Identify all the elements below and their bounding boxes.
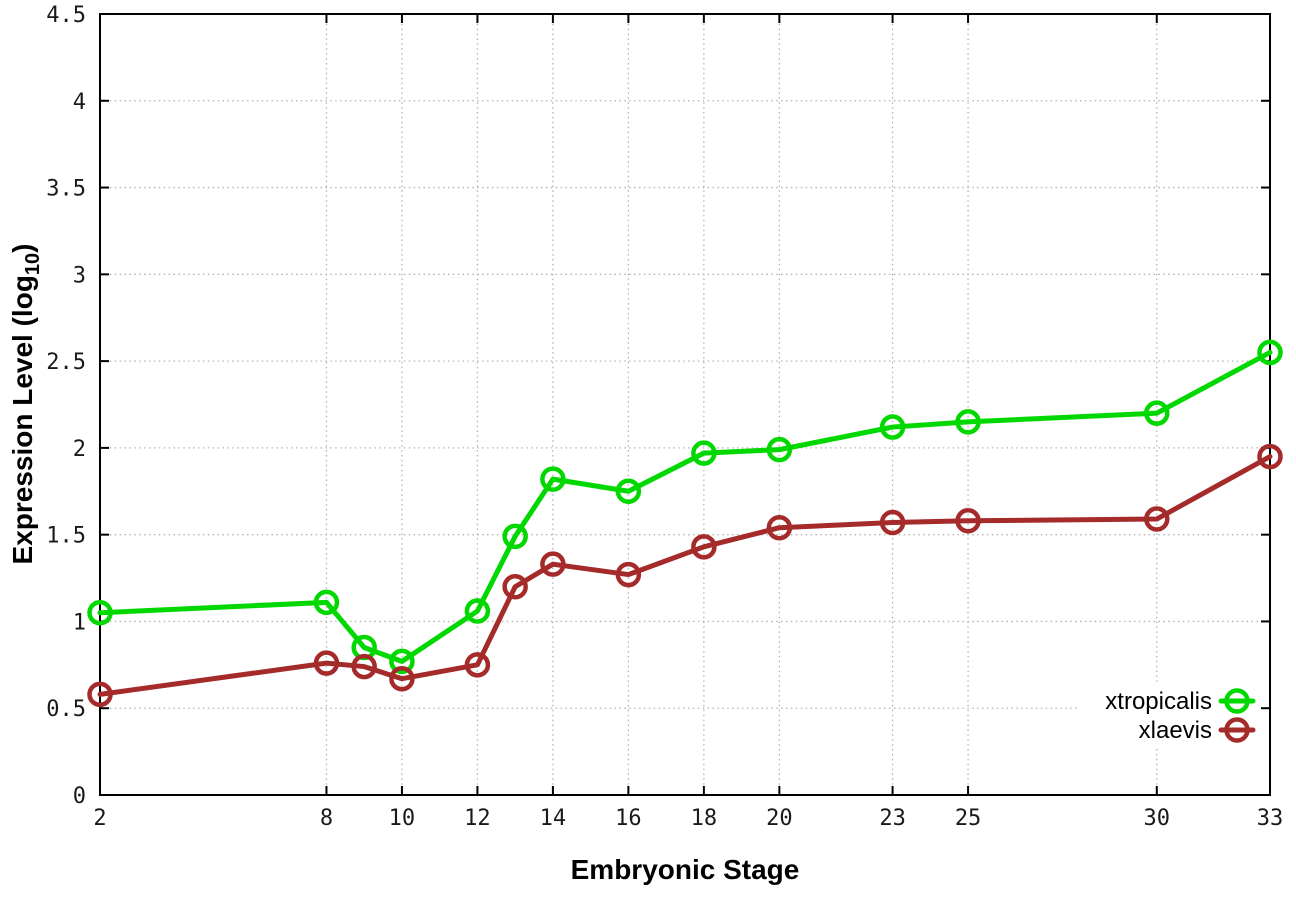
y-tick-label: 0: [73, 784, 86, 809]
data-point-xlaevis: [615, 561, 642, 588]
x-tick-label: 20: [766, 806, 793, 831]
data-point-xlaevis: [766, 514, 793, 541]
y-tick-label: 2: [73, 437, 86, 462]
data-point-xtropicalis: [502, 523, 528, 550]
y-tick-label: 3.5: [46, 177, 86, 202]
y-tick-label: 3: [73, 263, 86, 288]
x-tick-label: 30: [1144, 806, 1171, 831]
chart-canvas: 2 8 10 12 14 16 18 20 23 25 30 33 0 0.5 1 1.5 2 2.5 3 3.5 4 4…: [46, 3, 1283, 831]
data-point-xlaevis: [691, 534, 717, 560]
data-point-xtropicalis: [313, 589, 340, 616]
y-tick-label: 4.5: [46, 3, 86, 28]
legend-marker-xtropicalis: [1224, 688, 1250, 714]
x-tick-label: 16: [615, 806, 642, 831]
data-point-xtropicalis: [879, 414, 906, 440]
grid-lines: [100, 14, 1270, 795]
y-tick-labels: 0 0.5 1 1.5 2 2.5 3 3.5 4 4.5: [46, 3, 86, 809]
y-tick-label: 0.5: [46, 697, 86, 722]
x-tick-label: 2: [93, 806, 106, 831]
data-point-xtropicalis: [1144, 400, 1170, 426]
data-point-xlaevis: [1257, 443, 1283, 470]
data-point-xlaevis: [389, 665, 415, 692]
y-tick-label: 4: [73, 90, 86, 115]
y-tick-label: 1.5: [46, 524, 86, 549]
data-point-xtropicalis: [464, 598, 491, 624]
legend-label-xlaevis: xlaevis: [1139, 717, 1212, 744]
data-point-xlaevis: [1144, 506, 1170, 532]
data-point-xtropicalis: [615, 478, 642, 505]
x-tick-label: 25: [955, 806, 982, 831]
x-tick-label: 18: [691, 806, 718, 831]
legend-marker-xlaevis: [1224, 717, 1250, 743]
data-point-xtropicalis: [389, 648, 415, 675]
y-tick-label: 2.5: [46, 350, 86, 375]
series-xtropicalis: [87, 339, 1283, 675]
data-point-xtropicalis: [540, 466, 566, 492]
x-tick-label: 23: [879, 806, 906, 831]
x-tick-label: 10: [389, 806, 416, 831]
data-point-xlaevis: [87, 681, 113, 708]
data-point-xtropicalis: [87, 600, 113, 626]
data-point-xtropicalis: [1257, 339, 1283, 366]
axis-ticks: [99, 13, 1271, 796]
data-point-xlaevis: [879, 509, 906, 536]
data-point-xtropicalis: [955, 409, 981, 435]
y-tick-label: 1: [73, 610, 86, 635]
data-point-xlaevis: [502, 573, 528, 600]
x-axis-title: Embryonic Stage: [571, 854, 800, 885]
x-tick-labels: 2 8 10 12 14 16 18 20 23 25 30 33: [93, 806, 1283, 831]
x-tick-label: 8: [320, 806, 333, 831]
data-point-xlaevis: [955, 508, 981, 534]
series-xlaevis: [87, 443, 1283, 708]
plot-border: [99, 13, 1271, 796]
data-point-xlaevis: [313, 650, 340, 676]
data-point-xlaevis: [464, 652, 491, 678]
x-tick-label: 33: [1257, 806, 1284, 831]
data-point-xlaevis: [540, 551, 566, 577]
data-point-xtropicalis: [691, 440, 717, 466]
y-axis-title: Expression Level (log10): [7, 244, 44, 565]
x-tick-label: 12: [464, 806, 491, 831]
data-point-xlaevis: [351, 653, 377, 680]
x-tick-label: 14: [540, 806, 567, 831]
data-point-xtropicalis: [766, 436, 793, 463]
legend-label-xtropicalis: xtropicalis: [1105, 688, 1212, 715]
